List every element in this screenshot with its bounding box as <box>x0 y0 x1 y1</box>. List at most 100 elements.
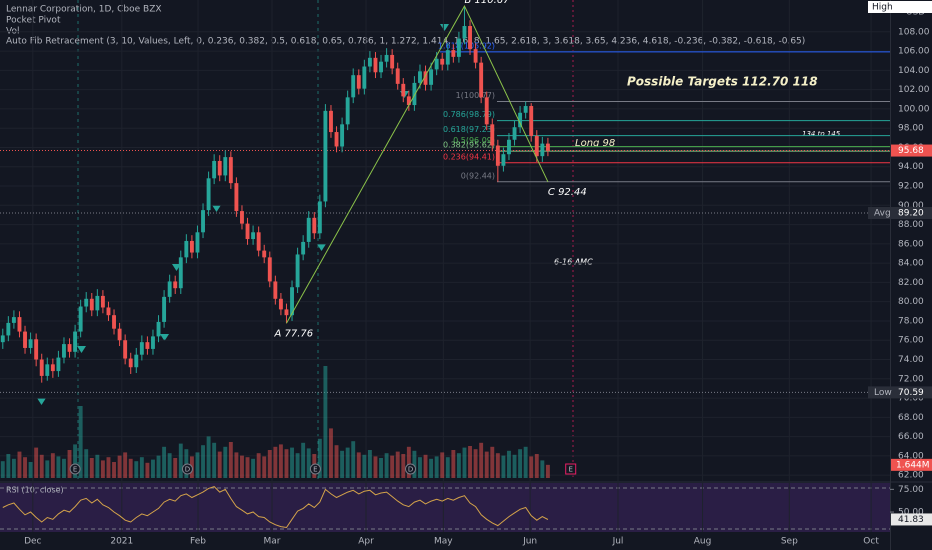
level-label: 70.59 <box>898 388 924 398</box>
fib-label: 1(100.77) <box>456 91 495 100</box>
volume-bar <box>445 457 450 478</box>
pivot-label: A 77.76 <box>273 328 313 339</box>
volume-bar <box>367 450 372 478</box>
candle-body <box>518 112 523 128</box>
candle-body <box>151 336 155 349</box>
level-box <box>868 207 932 220</box>
volume-bar <box>34 447 39 478</box>
candle-body <box>390 54 395 69</box>
candle-body <box>334 132 339 147</box>
volume-bar <box>262 456 267 478</box>
candle-body <box>23 331 27 348</box>
candle-body <box>284 309 289 316</box>
event-marker <box>309 463 321 475</box>
volume-bar <box>379 458 383 478</box>
volume-bar <box>11 458 16 478</box>
x-tick-label: Apr <box>358 537 374 547</box>
candle-body <box>267 257 272 282</box>
candle-body <box>495 145 500 166</box>
volume-bar <box>173 458 178 478</box>
event-label: E <box>73 466 77 474</box>
candle-body <box>317 201 322 234</box>
annotation: 134 to 145 <box>802 130 841 138</box>
volume-bar <box>240 455 244 478</box>
candle-body <box>434 58 439 70</box>
candle-body <box>112 315 116 329</box>
volume-bar <box>45 460 50 478</box>
x-tick-label: 2021 <box>110 537 133 547</box>
candle-body <box>462 26 467 39</box>
volume-bar <box>167 453 172 478</box>
candle-body <box>384 54 389 62</box>
volume-bar <box>201 445 205 478</box>
volume-bar <box>89 458 94 478</box>
candle-body <box>418 71 422 83</box>
volume-bar <box>545 464 550 478</box>
candle-body <box>134 354 139 368</box>
fib-label: 0.618(97.23) <box>443 125 495 134</box>
event-label: E <box>313 466 317 474</box>
y-tick-label: 104.00 <box>898 66 930 76</box>
candle-body <box>406 96 411 106</box>
candle-body <box>156 321 161 337</box>
volume-bar <box>323 366 328 478</box>
event-label: D <box>185 466 190 474</box>
level-name: Avg <box>874 209 891 219</box>
candle-body <box>0 335 5 343</box>
candle-body <box>34 339 39 360</box>
volume-bar <box>373 456 378 478</box>
volume-bar <box>540 460 545 478</box>
y-tick-label: 68.00 <box>898 413 924 423</box>
x-tick-label: Feb <box>190 537 206 547</box>
volume-bar <box>451 450 456 478</box>
volume-bar <box>139 457 144 478</box>
volume-bar <box>273 446 278 478</box>
volume-bar <box>484 451 489 478</box>
volume-bar <box>495 453 500 478</box>
candle-body <box>173 281 178 289</box>
volume-bar <box>0 461 5 478</box>
y-tick-label: 70.00 <box>898 394 924 404</box>
y-tick-label: 102.00 <box>898 85 930 95</box>
candle-body <box>245 223 250 240</box>
pivot-label: B 110.67 <box>464 0 510 6</box>
candle-body <box>295 254 300 288</box>
candle-body <box>451 50 456 57</box>
y-tick-label: 94.00 <box>898 162 924 172</box>
candle-body <box>540 143 545 157</box>
volume-bar <box>384 453 389 478</box>
candle-body <box>301 241 306 255</box>
volume-bar <box>28 462 33 478</box>
volume-bar <box>39 454 44 478</box>
volume-bar <box>345 447 350 478</box>
candle-body <box>67 344 72 352</box>
candle-body <box>429 69 434 85</box>
volume-bar <box>418 457 422 478</box>
candle-body <box>290 287 294 316</box>
y-tick-label: 86.00 <box>898 239 924 249</box>
volume-bar <box>401 454 406 478</box>
volume-bar <box>317 438 322 478</box>
pivot-label: C 92.44 <box>548 187 587 198</box>
volume-bar <box>406 446 411 478</box>
candle-body <box>184 240 189 258</box>
high-label: High <box>872 3 893 13</box>
candle-body <box>273 281 278 299</box>
candle-body <box>379 61 383 73</box>
x-tick-label: Jun <box>522 537 537 547</box>
candle-body <box>139 342 144 355</box>
event-marker <box>405 463 417 475</box>
volume-bar <box>212 442 217 478</box>
annotation: Possible Targets 112.70 118 <box>627 75 818 89</box>
y-tick-label: 80.00 <box>898 297 924 307</box>
volume-bar <box>334 445 339 478</box>
volume-bar <box>301 442 306 478</box>
volume-bar <box>145 462 150 478</box>
volume-bar <box>62 458 66 478</box>
y-tick-label: 75.00 <box>898 485 924 495</box>
x-tick-label: Mar <box>264 537 281 547</box>
volume-bar <box>228 442 233 478</box>
fib-label: 0.786(98.79) <box>443 110 495 119</box>
candle-body <box>306 217 311 242</box>
volume-bar <box>479 442 484 478</box>
